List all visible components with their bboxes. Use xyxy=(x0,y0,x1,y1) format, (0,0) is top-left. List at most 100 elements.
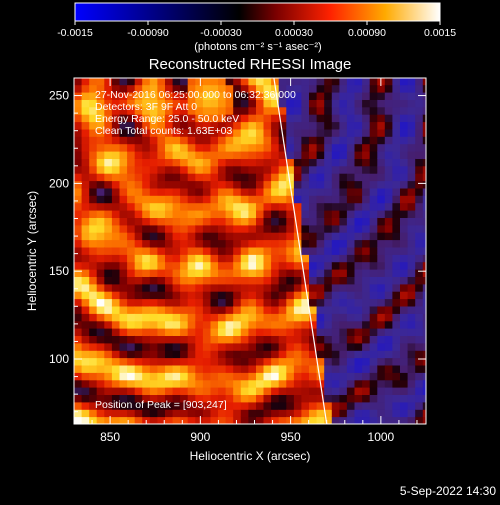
heatmap-cell xyxy=(142,173,151,182)
heatmap-cell xyxy=(415,291,424,300)
heatmap-cell xyxy=(369,136,378,145)
heatmap-cell xyxy=(119,114,128,123)
heatmap-cell xyxy=(218,306,227,314)
heatmap-cell xyxy=(165,187,174,196)
heatmap-cell xyxy=(346,106,355,115)
heatmap-cell xyxy=(187,394,196,403)
heatmap-cell xyxy=(415,180,424,189)
heatmap-cell xyxy=(149,217,158,226)
heatmap-cell xyxy=(256,357,265,366)
heatmap-cell xyxy=(415,232,424,241)
heatmap-cell xyxy=(165,232,174,241)
heatmap-cell xyxy=(354,291,363,300)
heatmap-cell xyxy=(195,320,204,329)
heatmap-cell xyxy=(195,247,204,255)
colorbar-tick-label: -0.00030 xyxy=(200,27,242,39)
heatmap-cell xyxy=(400,394,409,403)
heatmap-cell xyxy=(119,283,128,292)
heatmap-cell xyxy=(111,84,120,93)
heatmap-cell xyxy=(248,357,257,366)
heatmap-cell xyxy=(202,128,211,137)
heatmap-cell xyxy=(392,78,401,86)
heatmap-cell xyxy=(119,180,128,189)
heatmap-cell xyxy=(377,401,386,410)
heatmap-cell xyxy=(119,173,128,182)
annotation-clean-counts: Clean Total counts: 1.63E+03 xyxy=(95,125,232,137)
heatmap-cell xyxy=(271,342,280,351)
heatmap-cell xyxy=(422,313,426,322)
heatmap-cell xyxy=(422,217,426,226)
heatmap-cell xyxy=(256,335,265,344)
heatmap-cell xyxy=(180,151,189,159)
heatmap-cell xyxy=(422,84,426,93)
heatmap-cell xyxy=(104,128,113,137)
heatmap-cell xyxy=(89,365,98,373)
heatmap-cell xyxy=(134,291,143,300)
heatmap-cell xyxy=(111,306,120,314)
heatmap-cell xyxy=(104,247,113,255)
heatmap-cell xyxy=(256,254,265,263)
heatmap-cell xyxy=(324,232,333,241)
heatmap-cell xyxy=(89,78,98,86)
heatmap-cell xyxy=(96,99,105,108)
heatmap-cell xyxy=(187,92,196,100)
heatmap-cell xyxy=(104,306,113,314)
heatmap-cell xyxy=(233,276,242,285)
heatmap-cell xyxy=(377,99,386,108)
heatmap-cell xyxy=(369,92,378,100)
heatmap-cell xyxy=(210,165,219,174)
heatmap-cell xyxy=(172,283,181,292)
heatmap-cell xyxy=(97,70,105,78)
heatmap-cell xyxy=(74,151,83,159)
heatmap-cell xyxy=(331,379,340,388)
heatmap-cell xyxy=(89,291,98,300)
heatmap-cell xyxy=(384,99,393,108)
y-tick-label: 150 xyxy=(49,264,69,278)
heatmap-cell xyxy=(278,180,287,189)
heatmap-cell xyxy=(271,409,280,418)
heatmap-cell xyxy=(104,210,113,218)
heatmap-cell xyxy=(316,269,325,277)
heatmap-cell xyxy=(195,328,204,336)
heatmap-cell xyxy=(422,106,426,115)
heatmap-cell xyxy=(392,165,401,174)
heatmap-cell xyxy=(377,357,386,366)
heatmap-cell xyxy=(195,128,204,137)
heatmap-cell xyxy=(339,114,348,123)
heatmap-cell xyxy=(233,335,242,344)
heatmap-cell xyxy=(240,387,249,395)
heatmap-cell xyxy=(202,173,211,182)
heatmap-cell xyxy=(286,365,295,373)
heatmap-cell xyxy=(271,394,280,403)
heatmap-cell xyxy=(149,232,158,241)
heatmap-cell xyxy=(142,269,151,277)
heatmap-cell xyxy=(324,283,333,292)
heatmap-cell xyxy=(81,291,90,300)
heatmap-cell xyxy=(134,283,143,292)
heatmap-cell xyxy=(240,180,249,189)
heatmap-cell xyxy=(187,254,196,263)
heatmap-cell xyxy=(331,261,340,270)
heatmap-cell xyxy=(142,387,151,395)
heatmap-cell xyxy=(74,210,83,218)
heatmap-cell xyxy=(187,313,196,322)
heatmap-cell xyxy=(104,394,113,403)
heatmap-cell xyxy=(392,92,401,100)
heatmap-cell xyxy=(331,350,340,359)
heatmap-cell xyxy=(225,217,234,226)
heatmap-cell xyxy=(157,372,166,381)
heatmap-cell xyxy=(346,121,355,130)
heatmap-cell xyxy=(127,401,136,410)
heatmap-cell xyxy=(89,379,98,388)
heatmap-cell xyxy=(74,298,83,307)
heatmap-cell xyxy=(392,401,401,410)
heatmap-cell xyxy=(339,210,348,218)
heatmap-cell xyxy=(354,269,363,277)
heatmap-cell xyxy=(422,247,426,255)
heatmap-cell xyxy=(248,298,257,307)
colorbar xyxy=(74,2,441,22)
y-axis-label: Heliocentric Y (arcsec) xyxy=(25,191,39,311)
heatmap-cell xyxy=(316,283,325,292)
heatmap-cell xyxy=(271,173,280,182)
heatmap-cell xyxy=(180,195,189,204)
